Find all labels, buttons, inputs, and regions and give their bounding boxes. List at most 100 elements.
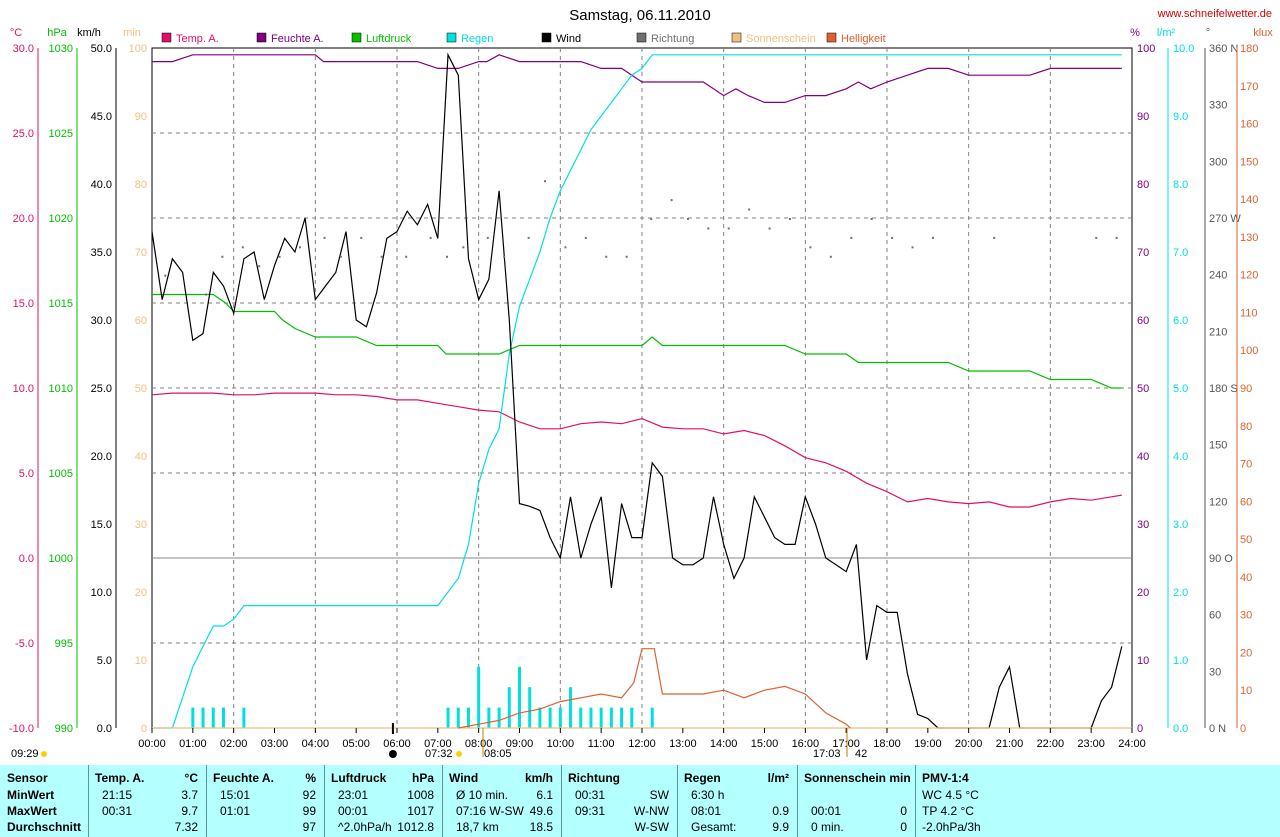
axis-unit-sunshine: min <box>123 27 141 39</box>
tick-wind: 50.0 <box>91 43 112 55</box>
tick-humidity: 90 <box>1137 111 1149 123</box>
stats-cell-label: 08:01 <box>691 804 722 818</box>
tick-brightness: 140 <box>1240 194 1258 206</box>
direction-point <box>446 255 448 258</box>
series-line-2 <box>152 293 1122 389</box>
legend-label: Wind <box>556 33 581 45</box>
tick-direction: 300 <box>1209 156 1227 168</box>
tick-brightness: 70 <box>1240 459 1252 471</box>
x-tick-label: 15:00 <box>751 738 779 750</box>
stats-separator <box>797 765 798 837</box>
moonrise-label: 09:29 <box>11 748 39 760</box>
tick-direction: 270 W <box>1209 213 1241 225</box>
rain-bar <box>609 707 613 728</box>
stats-header: Sonnenschein min <box>804 771 911 785</box>
tick-pressure: 1005 <box>49 468 73 480</box>
rain-bar <box>650 707 654 728</box>
direction-point <box>278 255 281 258</box>
x-tick-label: 12:00 <box>628 738 656 750</box>
direction-point <box>405 255 408 258</box>
legend-label: Helligkeit <box>841 33 886 45</box>
stats-cell-value: SW <box>649 788 669 802</box>
tick-temp: -5.0 <box>15 638 34 650</box>
tick-brightness: 170 <box>1240 81 1258 93</box>
plot-area <box>151 47 1133 729</box>
tick-direction: 60 <box>1209 610 1221 622</box>
legend-swatch <box>351 32 362 43</box>
tick-brightness: 40 <box>1240 572 1252 584</box>
series-line-3 <box>152 54 1122 729</box>
tick-brightness: 80 <box>1240 421 1252 433</box>
x-tick-label: 21:00 <box>996 738 1024 750</box>
stats-cell-value: W-SW <box>634 820 669 834</box>
direction-point <box>768 227 771 230</box>
direction-point <box>380 255 383 258</box>
legend-label: Feuchte A. <box>271 33 324 45</box>
direction-point <box>605 255 608 258</box>
stats-cell-value: 0 <box>900 804 907 818</box>
stats-cell-value: 92 <box>302 788 316 802</box>
moon-icon <box>41 751 47 757</box>
x-tick-label: 04:00 <box>302 738 330 750</box>
direction-point <box>707 227 710 230</box>
direction-point <box>850 236 853 239</box>
tick-direction: 360 N <box>1209 43 1238 55</box>
direction-point <box>299 246 301 249</box>
rain-bar <box>579 707 583 728</box>
tick-temp: -10.0 <box>9 723 34 735</box>
tick-sunshine: 50 <box>135 383 147 395</box>
rain-bar <box>242 707 246 728</box>
x-axis-ticks: 00:00 01:00 02:00 03:00 04:00 05:00 06:00 07:00… <box>138 728 1146 750</box>
tick-direction: 210 <box>1209 326 1227 338</box>
stats-cell-label: Ø 10 min. <box>456 788 509 802</box>
direction-point <box>1115 236 1118 239</box>
tick-direction: 90 O <box>1209 553 1233 565</box>
tick-humidity: 10 <box>1137 655 1149 667</box>
rain-bar <box>191 707 195 728</box>
legend-label: Regen <box>461 33 493 45</box>
direction-point <box>670 199 673 202</box>
stats-cell-label: 21:15 <box>102 788 133 802</box>
series-line-0 <box>151 392 1122 508</box>
stats-cell-value: 1017 <box>407 804 434 818</box>
tick-sunshine: 0 <box>141 723 147 735</box>
direction-point <box>544 180 546 183</box>
x-tick-label: 16:00 <box>792 738 820 750</box>
rain-bar <box>211 707 215 728</box>
legend-label: Sonnenschein <box>746 33 816 45</box>
tick-direction: 180 S <box>1209 383 1238 395</box>
direction-point <box>527 236 530 239</box>
stats-cell-value: W-NW <box>633 804 669 818</box>
direction-point <box>258 265 261 268</box>
tick-temp: 10.0 <box>13 383 34 395</box>
x-tick-label: 17:00 <box>832 738 860 750</box>
tick-wind: 20.0 <box>91 451 112 463</box>
direction-point <box>164 274 167 277</box>
tick-temp: 15.0 <box>13 298 34 310</box>
rain-bar <box>538 707 542 728</box>
tick-wind: 45.0 <box>91 111 112 123</box>
legend-label: Temp. A. <box>176 33 219 45</box>
sunrise-icon <box>456 751 462 757</box>
stats-cell-value: 9.7 <box>181 804 198 818</box>
tick-rain: 2.0 <box>1173 587 1188 599</box>
x-tick-label: 23:00 <box>1077 738 1105 750</box>
stats-unit: hPa <box>411 771 434 785</box>
tick-direction: 30 <box>1209 666 1221 678</box>
x-tick-label: 18:00 <box>873 738 901 750</box>
axis-unit-temp: °C <box>10 27 22 39</box>
rain-bar <box>466 707 470 728</box>
tick-brightness: 50 <box>1240 534 1252 546</box>
stats-cell-label: 07:16 W-SW <box>456 804 524 818</box>
legend-swatch <box>636 32 647 43</box>
tick-direction: 0 N <box>1209 723 1226 735</box>
direction-point <box>503 255 506 258</box>
stats-cell-value: 0 <box>900 820 907 834</box>
tick-temp: 5.0 <box>19 468 34 480</box>
tick-temp: 25.0 <box>13 128 34 140</box>
stats-cell-label: 09:31 <box>575 804 606 818</box>
direction-point <box>584 236 587 239</box>
tick-brightness: 120 <box>1240 270 1258 282</box>
tick-brightness: 100 <box>1240 345 1258 357</box>
direction-point <box>870 218 873 220</box>
